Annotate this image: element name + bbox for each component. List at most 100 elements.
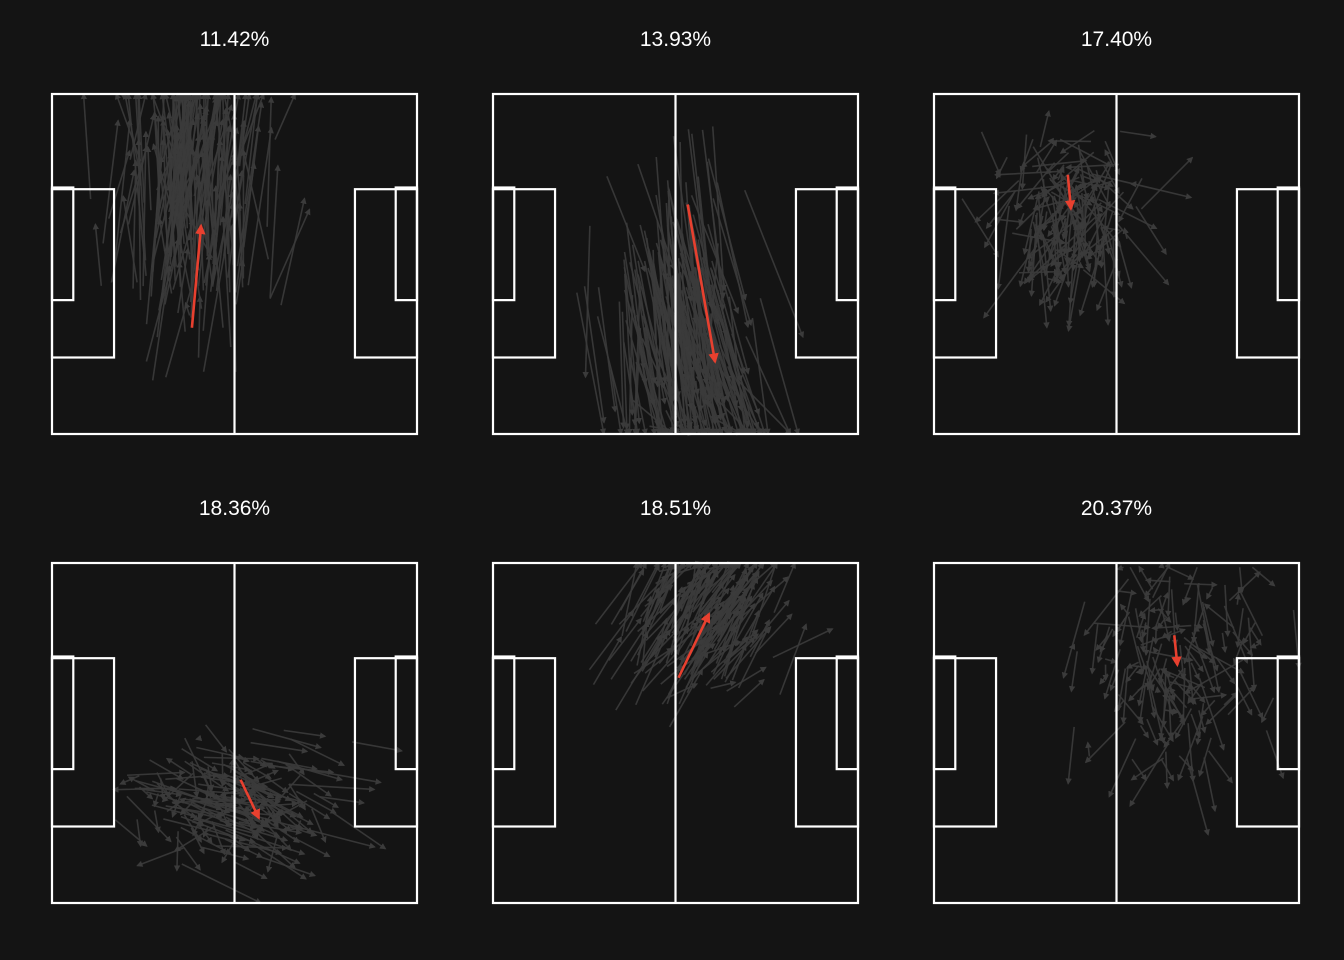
pass-arrow <box>164 263 200 378</box>
pass-arrow <box>700 267 732 383</box>
pass-arrow <box>196 295 204 358</box>
right-six-yard-box <box>1276 655 1301 771</box>
pass-arrow <box>1099 628 1114 653</box>
pass-arrow <box>225 829 301 865</box>
pass-arrow <box>1039 110 1051 148</box>
pass-arrow <box>1079 233 1102 267</box>
pass-arrow <box>745 336 791 436</box>
pass-arrow <box>265 776 289 794</box>
pass-arrow <box>716 182 751 329</box>
pass-arrow <box>1249 642 1260 649</box>
pass-arrow <box>1183 659 1244 694</box>
pass-arrow <box>724 643 747 683</box>
pass-arrow <box>608 617 642 661</box>
pass-arrow <box>1041 211 1048 232</box>
pass-arrow <box>150 92 168 297</box>
pass-arrow <box>637 163 676 271</box>
pass-arrow <box>311 808 327 844</box>
pass-arrow <box>618 575 668 625</box>
pass-arrow <box>1190 662 1200 681</box>
pass-arrows <box>961 110 1194 333</box>
pass-arrow <box>654 288 679 436</box>
pass-arrow <box>725 592 764 659</box>
pass-arrow <box>683 642 710 680</box>
pass-arrow <box>151 110 161 209</box>
pass-arrow <box>1065 726 1075 785</box>
pass-arrow <box>751 317 771 436</box>
pass-arrow <box>737 626 770 689</box>
pass-arrow <box>1119 130 1157 140</box>
right-six-yard-box <box>835 186 860 302</box>
pass-arrow <box>266 837 278 873</box>
pass-arrow <box>662 561 714 578</box>
pass-arrow <box>269 208 311 300</box>
pass-arrow <box>247 126 274 286</box>
pass-arrow <box>151 264 173 381</box>
pass-arrow <box>1116 222 1170 286</box>
pass-arrow <box>198 783 247 794</box>
pass-arrow <box>352 741 404 754</box>
pass-arrow <box>1018 268 1061 276</box>
pass-arrow <box>203 755 260 762</box>
panel-title: 18.36% <box>199 497 270 520</box>
panel-3: 17.40% <box>932 28 1301 436</box>
pass-arrow <box>1234 593 1242 605</box>
pass-arrow <box>252 728 322 750</box>
pass-arrow <box>219 819 289 843</box>
pass-arrow <box>285 763 332 797</box>
pass-arrow <box>198 92 220 243</box>
pass-arrow <box>1193 645 1245 674</box>
pass-arrow <box>135 779 212 803</box>
pitch <box>932 92 1301 436</box>
right-six-yard-box <box>1276 186 1301 302</box>
left-six-yard-box <box>50 186 75 302</box>
pass-arrows <box>80 92 311 381</box>
pass-arrow <box>666 180 683 336</box>
pass-arrow <box>1059 129 1095 154</box>
pass-arrow <box>678 653 702 705</box>
panel-2: 13.93% <box>491 28 860 437</box>
pass-arrow <box>631 244 658 384</box>
pass-arrow <box>749 619 770 658</box>
pass-arrow <box>135 92 145 203</box>
pass-arrow <box>1177 715 1204 781</box>
pass-arrow <box>1139 629 1147 653</box>
pass-arrow <box>641 635 663 672</box>
pass-arrow <box>630 631 649 662</box>
right-six-yard-box <box>394 655 419 771</box>
pass-arrow <box>699 561 740 617</box>
pass-arrow <box>1073 184 1084 221</box>
left-six-yard-box <box>932 655 957 771</box>
pass-arrow <box>688 562 719 593</box>
pass-arrow <box>149 759 184 780</box>
pass-arrow <box>204 154 225 286</box>
pass-arrow <box>610 568 645 625</box>
pass-arrow <box>253 830 296 869</box>
pass-arrow <box>165 805 225 818</box>
pass-arrow <box>1057 166 1065 181</box>
pass-arrow <box>1041 151 1095 198</box>
pass-arrow <box>721 319 744 436</box>
pass-arrow <box>1089 623 1099 675</box>
pass-arrow <box>181 748 219 772</box>
pass-arrow <box>120 194 138 283</box>
pass-arrow <box>1184 581 1218 588</box>
pass-arrow <box>610 369 624 436</box>
pass-arrow <box>288 783 306 811</box>
pass-arrow <box>961 198 999 258</box>
pass-arrow <box>1221 632 1228 654</box>
pass-arrow <box>264 809 275 825</box>
pass-arrow <box>1144 566 1169 598</box>
pass-arrow <box>1188 645 1208 660</box>
pass-arrow <box>219 798 269 806</box>
pass-arrow <box>165 772 220 780</box>
pass-arrow <box>331 811 387 850</box>
pass-arrow <box>711 575 749 640</box>
pass-arrow <box>626 295 634 436</box>
pass-arrow <box>1053 258 1072 307</box>
pass-arrow <box>1107 233 1124 288</box>
pass-arrow <box>1137 682 1152 692</box>
pass-arrow <box>163 92 185 174</box>
pass-arrow <box>711 126 727 292</box>
pass-arrow <box>1091 208 1100 288</box>
